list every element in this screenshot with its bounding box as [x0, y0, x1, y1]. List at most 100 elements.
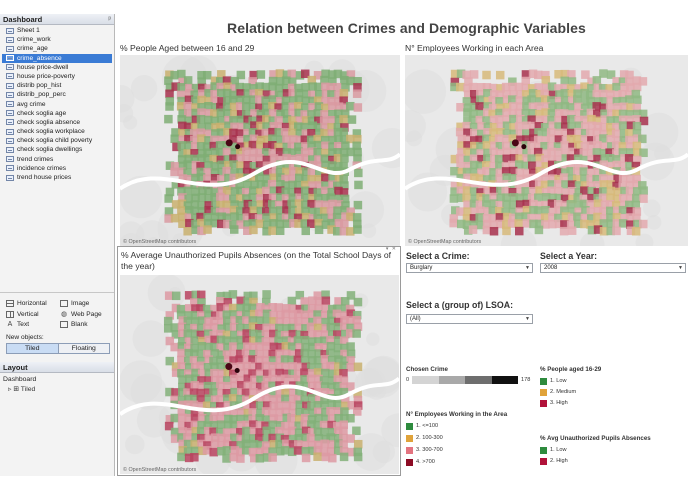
map-absences[interactable]: © OpenStreetMap contributors — [120, 275, 399, 474]
chosen-crime-legend-title: Chosen Crime — [406, 366, 448, 373]
sheet-item[interactable]: crime_absence — [2, 53, 112, 63]
map2-credit: © OpenStreetMap contributors — [408, 239, 482, 245]
sheet-item-label: crime_age — [17, 45, 48, 53]
text-icon: A — [7, 321, 13, 329]
year-dropdown[interactable]: 2008 ▼ — [540, 263, 686, 273]
object-label: Web Page — [71, 310, 102, 318]
legend-label: 1. Low — [550, 447, 567, 453]
legend-label: 3. 300-700 — [416, 447, 443, 453]
tiled-floating-toggle: Tiled Floating — [6, 342, 110, 354]
map-people-aged[interactable]: © OpenStreetMap contributors — [120, 55, 400, 246]
sheet-item[interactable]: crime_age — [2, 44, 112, 53]
legend-item[interactable]: 3. High — [540, 399, 568, 407]
sheet-item[interactable]: check soglia workplace — [2, 127, 112, 136]
map3-title: % Average Unauthorized Pupils Absences (… — [121, 250, 392, 271]
object-label: Blank — [71, 321, 88, 329]
sheet-item[interactable]: distrib_pop_perc — [2, 90, 112, 99]
sheet-item[interactable]: trend crimes — [2, 155, 112, 164]
legend-item[interactable]: 1. Low — [540, 446, 566, 454]
sheet-item[interactable]: check soglia child poverty — [2, 136, 112, 145]
dashboard-sidebar: Dashboard ᵖ Sheet 1 crime_work crime_age cr… — [0, 14, 115, 476]
worksheet-icon — [6, 64, 14, 71]
pin-icon[interactable]: ᵖ — [108, 16, 111, 23]
object-vertical[interactable]: Vertical — [6, 310, 60, 320]
worksheet-icon — [6, 82, 14, 89]
dashboard-panel-header: Dashboard ᵖ — [0, 14, 114, 25]
lsoa-dropdown[interactable]: (All) ▼ — [406, 314, 533, 324]
object-label: Image — [71, 300, 90, 308]
legend-label: 1. <=100 — [416, 423, 439, 429]
legend-item[interactable]: 4. >700 — [406, 458, 435, 466]
worksheet-icon — [6, 101, 14, 107]
worksheet-icon — [6, 128, 14, 135]
layout-panel-title: Layout — [3, 362, 28, 372]
absences-legend-title: % Avg Unauthorized Pupils Absences — [540, 435, 651, 442]
sheet-item-label: distrib_pop_perc — [17, 91, 66, 99]
sheet-item-label: check soglia age — [17, 109, 67, 117]
tiled-button[interactable]: Tiled — [7, 343, 59, 353]
legend-item[interactable]: 1. <=100 — [406, 422, 438, 430]
absences-panel[interactable]: ▾ ✕ — [117, 246, 401, 476]
object-image[interactable]: Image — [60, 299, 114, 309]
layout-root-item[interactable]: Dashboard — [3, 375, 37, 383]
legend-item[interactable]: 2. Medium — [540, 388, 576, 396]
object-blank[interactable]: Blank — [60, 320, 114, 330]
sheet-item[interactable]: check soglia absence — [2, 118, 112, 127]
sheet-item-label: house price-dwell — [17, 63, 69, 71]
legend-swatch — [540, 457, 547, 465]
dashboard-panel-title: Dashboard — [3, 15, 43, 24]
sheet-item[interactable]: avg crime — [2, 100, 112, 109]
legend-label: 4. >700 — [416, 459, 435, 465]
lsoa-dropdown-value: (All) — [410, 316, 421, 322]
map-employees[interactable]: © OpenStreetMap contributors — [405, 55, 688, 246]
legend-item[interactable]: 2. High — [540, 457, 568, 465]
legend-item[interactable]: 3. 300-700 — [406, 446, 443, 454]
layout-tiled-label: Tiled — [20, 385, 36, 393]
sheet-item[interactable]: check soglia age — [2, 109, 112, 118]
object-label: Vertical — [17, 310, 39, 318]
sheet-item[interactable]: crime_work — [2, 35, 112, 44]
legend-swatch — [406, 458, 413, 466]
panel-tools-icon[interactable]: ▾ ✕ — [385, 246, 397, 252]
map3-canvas — [120, 275, 399, 474]
map1-title: % People Aged between 16 and 29 — [120, 43, 255, 53]
object-web-page[interactable]: ◍ Web Page — [60, 310, 114, 320]
globe-icon: ◍ — [60, 311, 68, 319]
ramp-step — [438, 376, 465, 384]
expand-arrow-icon[interactable]: ▹ — [8, 385, 12, 393]
sheet-item-label: crime_work — [17, 36, 51, 44]
worksheet-icon — [6, 36, 14, 43]
worksheet-icon — [6, 27, 14, 34]
sheet-item[interactable]: distrib pop_hist — [2, 81, 112, 90]
legend-swatch — [406, 422, 413, 430]
object-horizontal[interactable]: Horizontal — [6, 299, 60, 309]
ramp-step — [412, 376, 439, 384]
sheet-item[interactable]: house price-dwell — [2, 63, 112, 72]
legend-swatch — [406, 434, 413, 442]
sheet-item[interactable]: check soglia dwellings — [2, 145, 112, 154]
legend-swatch — [540, 377, 547, 385]
sheet-item[interactable]: Sheet 1 — [2, 26, 112, 35]
legend-label: 2. 100-300 — [416, 435, 443, 441]
sheet-item[interactable]: house price-poverty — [2, 72, 112, 81]
layout-tree: Dashboard ▹ ⊞ Tiled — [0, 373, 114, 397]
tiled-container-icon: ⊞ — [13, 385, 20, 393]
layout-tiled-item[interactable]: ▹ ⊞ Tiled — [3, 385, 111, 395]
legend-item[interactable]: 1. Low — [540, 377, 566, 385]
ramp-step — [491, 376, 518, 384]
floating-button[interactable]: Floating — [58, 343, 109, 353]
sheet-item[interactable]: incidence crimes — [2, 164, 112, 173]
legend-item[interactable]: 2. 100-300 — [406, 434, 443, 442]
worksheet-icon — [6, 119, 14, 126]
sheet-item[interactable]: trend house prices — [2, 173, 112, 182]
object-label: Horizontal — [17, 300, 47, 308]
worksheet-icon — [6, 55, 14, 62]
object-text[interactable]: A Text — [6, 320, 60, 330]
worksheet-icon — [6, 91, 14, 98]
chevron-down-icon: ▼ — [525, 316, 530, 322]
worksheet-icon — [6, 110, 14, 117]
sheet-item-label: check soglia dwellings — [17, 146, 83, 154]
crime-dropdown[interactable]: Burglary ▼ — [406, 263, 533, 273]
sheet-item-label: trend crimes — [17, 155, 54, 163]
sheet-item-label: check soglia absence — [17, 118, 81, 126]
